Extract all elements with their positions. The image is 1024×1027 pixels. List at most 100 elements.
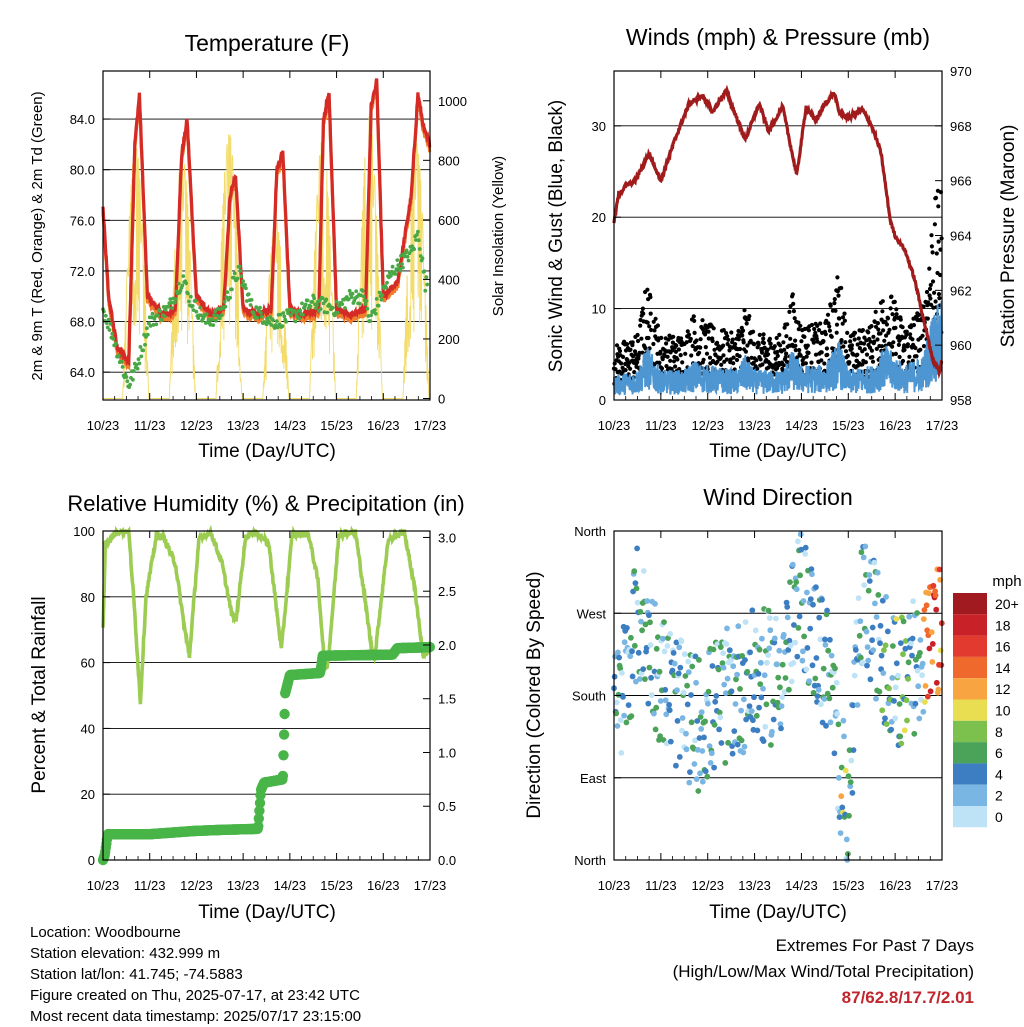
x-tick-label: 10/23 bbox=[598, 878, 631, 893]
colorbar-label: 10 bbox=[995, 703, 1011, 719]
direction-point bbox=[739, 653, 746, 659]
colorbar-swatch bbox=[953, 720, 987, 743]
y-tick-label: 30 bbox=[592, 119, 606, 134]
dewpoint-point bbox=[211, 323, 216, 327]
direction-point bbox=[679, 715, 686, 721]
gust-point bbox=[869, 324, 874, 329]
gust-point bbox=[894, 307, 899, 312]
gust-point bbox=[712, 347, 717, 352]
dewpoint-point bbox=[412, 247, 416, 252]
direction-point bbox=[906, 613, 913, 620]
direction-point bbox=[667, 631, 674, 637]
gust-point bbox=[863, 360, 869, 365]
direction-point bbox=[800, 648, 806, 655]
gust-point bbox=[910, 358, 915, 363]
y-tick-label: 20 bbox=[592, 210, 606, 225]
gust-point bbox=[798, 353, 803, 358]
direction-point bbox=[664, 643, 671, 649]
direction-point bbox=[878, 652, 885, 659]
direction-point bbox=[827, 719, 834, 726]
gust-point bbox=[701, 357, 706, 362]
y2-tick-label: 1.0 bbox=[438, 745, 456, 760]
direction-point bbox=[827, 636, 833, 643]
extremes-values: 87/62.8/17.7/2.01 bbox=[841, 988, 974, 1007]
direction-point bbox=[792, 639, 798, 646]
direction-point bbox=[863, 628, 870, 635]
direction-point bbox=[854, 702, 861, 708]
direction-point bbox=[829, 684, 836, 691]
direction-point bbox=[631, 642, 638, 649]
dewpoint-point bbox=[402, 254, 407, 259]
gust-point bbox=[766, 352, 771, 357]
dewpoint-point bbox=[422, 269, 427, 274]
direction-point bbox=[880, 670, 887, 676]
direction-point bbox=[756, 704, 762, 711]
direction-point bbox=[634, 545, 640, 552]
gust-point bbox=[840, 321, 845, 326]
gust-point bbox=[684, 340, 689, 345]
dewpoint-point bbox=[335, 310, 340, 315]
dewpoint-point bbox=[204, 312, 209, 317]
dewpoint-point bbox=[385, 280, 389, 285]
direction-point bbox=[846, 812, 852, 819]
rainfall-point bbox=[278, 729, 290, 740]
direction-point bbox=[698, 709, 705, 715]
gust-point bbox=[751, 360, 756, 365]
direction-y-label: Direction (Colored By Speed) bbox=[524, 571, 545, 818]
direction-point bbox=[799, 657, 806, 664]
direction-point bbox=[738, 707, 744, 714]
winds-title: Winds (mph) & Pressure (mb) bbox=[626, 24, 930, 50]
gust-point bbox=[827, 328, 833, 333]
gust-point bbox=[767, 336, 773, 341]
gust-point bbox=[793, 348, 798, 353]
direction-point bbox=[774, 661, 780, 668]
direction-point bbox=[776, 647, 783, 654]
direction-point bbox=[777, 684, 783, 691]
direction-point bbox=[640, 666, 647, 672]
gust-point bbox=[643, 346, 648, 351]
direction-point bbox=[614, 723, 621, 729]
direction-point bbox=[652, 726, 659, 733]
dewpoint-point bbox=[343, 306, 347, 310]
rainfall-point bbox=[278, 750, 289, 761]
colorbar-swatch bbox=[953, 614, 987, 636]
direction-point bbox=[765, 607, 772, 614]
direction-point bbox=[926, 645, 933, 652]
direction-point bbox=[711, 721, 718, 728]
direction-point bbox=[883, 721, 890, 727]
dewpoint-point bbox=[232, 271, 237, 276]
dewpoint-point bbox=[315, 303, 319, 308]
dewpoint-point bbox=[305, 298, 310, 303]
dewpoint-point bbox=[103, 313, 108, 318]
x-tick-label: 15/23 bbox=[832, 418, 865, 433]
direction-point bbox=[828, 652, 835, 659]
gust-point bbox=[756, 342, 761, 347]
y2-tick-label: 0.5 bbox=[438, 799, 456, 814]
direction-point bbox=[753, 712, 760, 719]
gust-point bbox=[827, 324, 832, 329]
direction-point bbox=[741, 743, 748, 750]
y2-tick-label: 0.0 bbox=[438, 853, 456, 868]
gust-point bbox=[832, 301, 837, 306]
dewpoint-point bbox=[294, 312, 299, 316]
gust-point bbox=[740, 328, 746, 333]
dewpoint-point bbox=[249, 298, 254, 302]
direction-point bbox=[888, 726, 895, 733]
dewpoint-point bbox=[194, 309, 199, 314]
gust-point bbox=[904, 332, 909, 337]
direction-point bbox=[909, 635, 916, 642]
gust-point bbox=[847, 360, 852, 365]
direction-point bbox=[717, 714, 724, 721]
recent-timestamp: Most recent data timestamp: 2025/07/17 2… bbox=[30, 1008, 362, 1025]
direction-point bbox=[849, 790, 856, 796]
y-tick-label: 84.0 bbox=[70, 112, 95, 127]
dewpoint-point bbox=[318, 307, 323, 311]
gust-point bbox=[628, 347, 633, 352]
gust-point bbox=[791, 301, 796, 306]
colorbar-label: 20+ bbox=[995, 596, 1019, 612]
direction-point bbox=[797, 572, 803, 579]
dewpoint-point bbox=[259, 311, 263, 315]
direction-point bbox=[807, 596, 814, 602]
dewpoint-point bbox=[364, 299, 369, 303]
direction-point bbox=[628, 713, 635, 719]
